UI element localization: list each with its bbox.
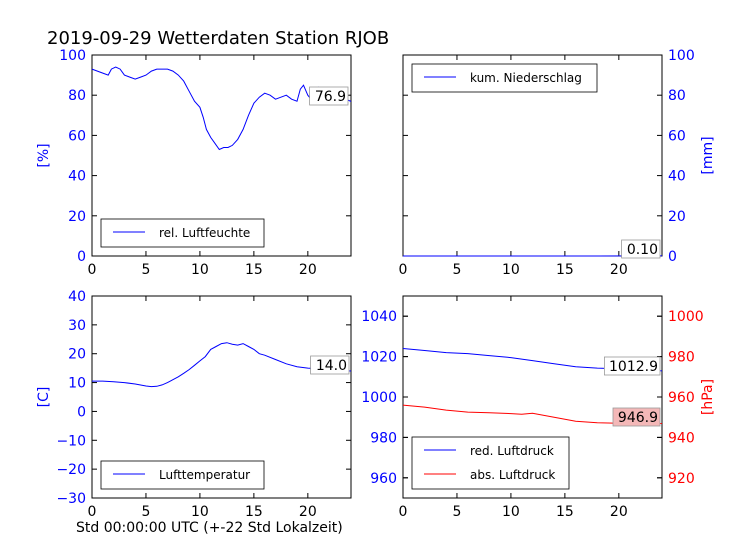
y-tick-label: 980 [668, 350, 695, 366]
x-axis-label: Std 00:00:00 UTC (+-22 Std Lokalzeit) [76, 520, 343, 536]
y-tick-label: 80 [668, 88, 686, 104]
legend-label: abs. Luftdruck [470, 468, 555, 482]
y-axis-label: [%] [36, 143, 52, 167]
x-tick-label: 10 [191, 262, 209, 278]
x-tick-label: 20 [610, 262, 628, 278]
y-tick-label: 960 [370, 471, 397, 487]
y-tick-label: 80 [68, 88, 86, 104]
x-tick-label: 5 [141, 262, 150, 278]
y-tick-label: 920 [668, 471, 695, 487]
y-tick-label: 40 [668, 169, 686, 185]
y-tick-label: 1040 [361, 309, 397, 325]
x-tick-label: 15 [556, 262, 574, 278]
x-tick-label: 5 [452, 504, 461, 520]
y-tick-label: 960 [668, 390, 695, 406]
y-tick-label: 10 [68, 376, 86, 392]
chart-pressure: 0 5 10 15 20 960 980 1000 1020 1040 920 940 960 980 10… [361, 296, 716, 520]
y-tick-label: 30 [68, 318, 86, 334]
legend-pressure: red. Luftdruck abs. Luftdruck [412, 437, 569, 489]
y-tick-label: 20 [68, 347, 86, 363]
x-tick-label: 15 [245, 504, 263, 520]
x-tick-label: 20 [299, 504, 317, 520]
y-axis-label: [mm] [700, 136, 716, 174]
y-tick-label: 20 [668, 209, 686, 225]
x-tick-label: 10 [191, 504, 209, 520]
y-tick-label: 0 [77, 404, 86, 420]
y-tick-label: 40 [68, 289, 86, 305]
legend-label: red. Luftdruck [470, 444, 554, 458]
x-tick-label: 15 [556, 504, 574, 520]
y-tick-label: 40 [68, 169, 86, 185]
legend-label: kum. Niederschlag [470, 71, 582, 85]
y-tick-label: 1020 [361, 350, 397, 366]
chart-precipitation: 0 5 10 15 20 0 20 40 60 80 100 [mm] 0.10 kum. Nieders… [399, 48, 716, 278]
y-tick-label: 20 [68, 209, 86, 225]
last-value-label: 76.9 [315, 89, 346, 105]
x-tick-label: 10 [502, 262, 520, 278]
chart-humidity: 0 5 10 15 20 0 20 40 60 80 100 [%] 76.9 rel. Luftfeuc… [36, 48, 351, 278]
x-tick-label: 15 [245, 262, 263, 278]
x-tick-label: 0 [399, 262, 408, 278]
y-tick-label: 100 [59, 48, 86, 64]
x-tick-label: 5 [141, 504, 150, 520]
y-tick-label: −30 [56, 491, 86, 507]
x-tick-label: 0 [88, 262, 97, 278]
x-tick-label: 10 [502, 504, 520, 520]
last-value-label: 14.0 [316, 358, 347, 374]
x-tick-label: 0 [399, 504, 408, 520]
y-axis-label: [C] [36, 387, 52, 408]
y-tick-label: 1000 [361, 390, 397, 406]
y-tick-label: 100 [668, 48, 695, 64]
y-tick-label: 1000 [668, 309, 704, 325]
y-tick-label: 0 [77, 249, 86, 265]
last-value-abs-label: 946.9 [618, 410, 658, 426]
figure-title: 2019-09-29 Wetterdaten Station RJOB [47, 28, 389, 49]
x-tick-label: 20 [610, 504, 628, 520]
last-value-red-label: 1012.9 [609, 359, 658, 375]
y-tick-label: −10 [56, 433, 86, 449]
y-tick-label: 0 [668, 249, 677, 265]
y-tick-label: 980 [370, 430, 397, 446]
y-tick-label: 940 [668, 430, 695, 446]
x-tick-label: 5 [452, 262, 461, 278]
y-axis-label: [hPa] [700, 379, 716, 415]
last-value-label: 0.10 [627, 242, 658, 258]
legend-humidity: rel. Luftfeuchte [101, 219, 264, 247]
x-tick-label: 20 [299, 262, 317, 278]
y-tick-label: −20 [56, 462, 86, 478]
x-tick-label: 0 [88, 504, 97, 520]
series-line-rel-luftfeuchte [92, 67, 351, 149]
legend-label: rel. Luftfeuchte [159, 226, 250, 240]
legend-temperature: Lufttemperatur [101, 461, 264, 489]
legend-label: Lufttemperatur [159, 468, 250, 482]
y-tick-label: 60 [668, 128, 686, 144]
legend-precipitation: kum. Niederschlag [412, 64, 597, 92]
y-tick-label: 60 [68, 128, 86, 144]
chart-temperature: 0 5 10 15 20 −30 −20 −10 0 10 20 30 40 [C] 14.0 Lufttem… [36, 289, 351, 520]
